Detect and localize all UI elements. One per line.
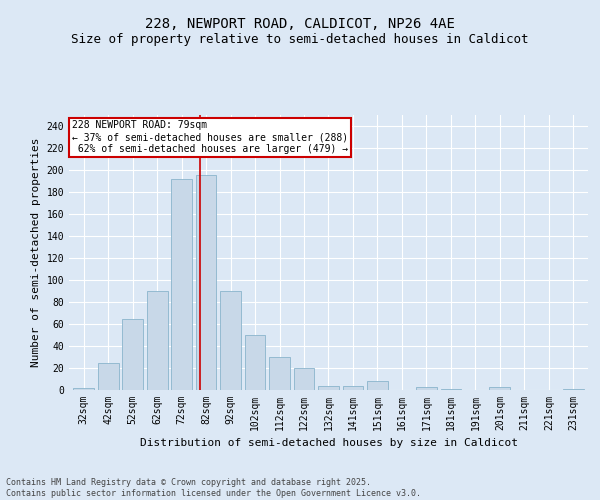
Bar <box>343 386 364 390</box>
Bar <box>171 179 192 390</box>
Bar <box>490 386 510 390</box>
Bar <box>147 291 167 390</box>
Text: Size of property relative to semi-detached houses in Caldicot: Size of property relative to semi-detach… <box>71 32 529 46</box>
Bar <box>245 335 265 390</box>
Bar <box>269 357 290 390</box>
Bar <box>73 388 94 390</box>
X-axis label: Distribution of semi-detached houses by size in Caldicot: Distribution of semi-detached houses by … <box>139 438 517 448</box>
Bar <box>416 386 437 390</box>
Bar <box>220 291 241 390</box>
Text: 228, NEWPORT ROAD, CALDICOT, NP26 4AE: 228, NEWPORT ROAD, CALDICOT, NP26 4AE <box>145 18 455 32</box>
Bar <box>440 389 461 390</box>
Bar <box>196 176 217 390</box>
Bar <box>122 318 143 390</box>
Y-axis label: Number of semi-detached properties: Number of semi-detached properties <box>31 138 41 367</box>
Bar <box>563 389 584 390</box>
Text: Contains HM Land Registry data © Crown copyright and database right 2025.
Contai: Contains HM Land Registry data © Crown c… <box>6 478 421 498</box>
Bar <box>293 368 314 390</box>
Bar <box>367 381 388 390</box>
Text: 228 NEWPORT ROAD: 79sqm
← 37% of semi-detached houses are smaller (288)
 62% of : 228 NEWPORT ROAD: 79sqm ← 37% of semi-de… <box>71 120 348 154</box>
Bar <box>98 362 119 390</box>
Bar <box>318 386 339 390</box>
